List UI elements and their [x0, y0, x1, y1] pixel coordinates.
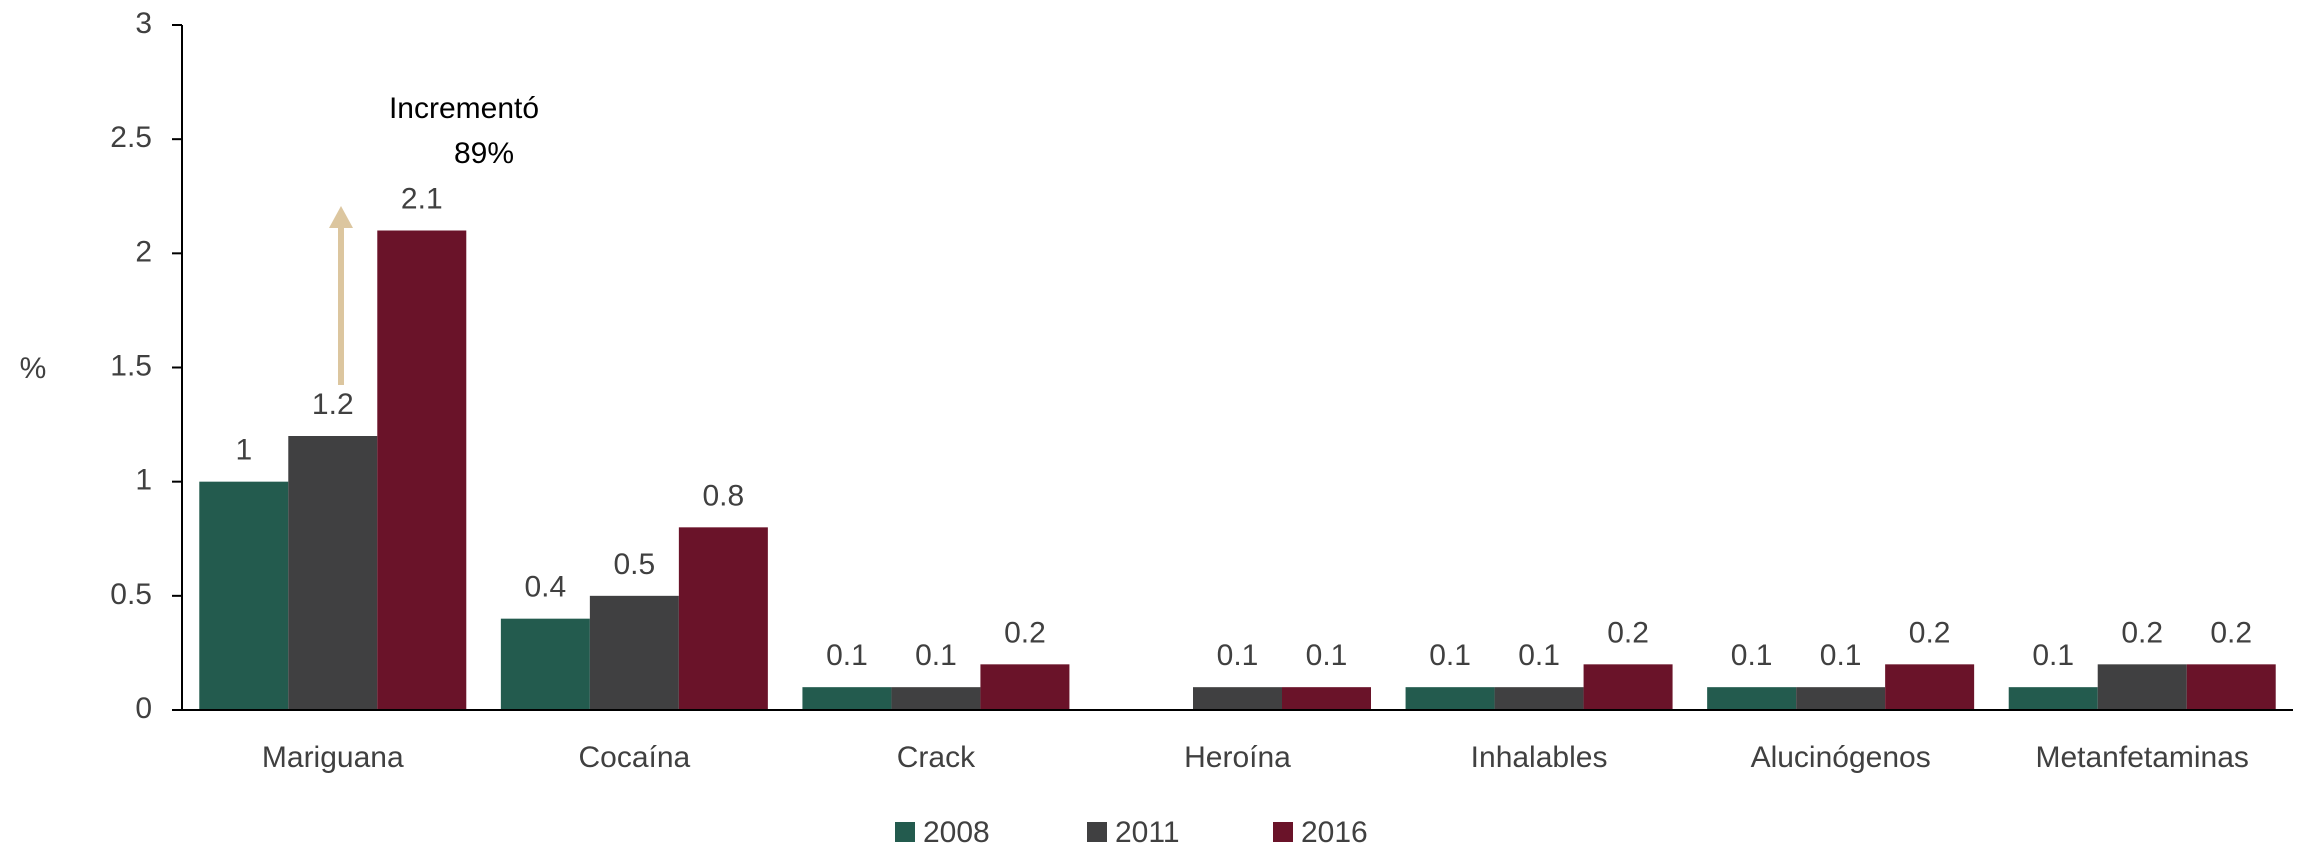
x-tick-label: Alucinógenos — [1751, 741, 1931, 774]
value-label: 0.1 — [1429, 639, 1471, 672]
value-label: 0.1 — [1731, 639, 1773, 672]
value-label: 0.1 — [915, 639, 957, 672]
y-tick-label: 2.5 — [110, 121, 152, 154]
legend-label: 2016 — [1301, 816, 1368, 849]
y-axis-label: % — [20, 352, 47, 385]
bar — [2008, 687, 2098, 710]
bar — [2097, 664, 2187, 710]
legend-label: 2011 — [1115, 816, 1180, 849]
bar — [288, 436, 378, 710]
value-label: 0.1 — [2032, 639, 2074, 672]
bar — [1583, 664, 1673, 710]
annotation: 89% — [454, 137, 514, 170]
value-label: 0.1 — [1820, 639, 1862, 672]
value-label: 0.8 — [702, 479, 744, 512]
value-label: 0.1 — [1217, 639, 1259, 672]
bar — [1282, 687, 1371, 710]
value-label: 0.2 — [1607, 616, 1649, 649]
y-tick-label: 0 — [135, 692, 152, 725]
value-label: 0.1 — [1518, 639, 1560, 672]
legend-label: 2008 — [923, 816, 990, 849]
value-label: 0.1 — [1306, 639, 1348, 672]
x-tick-label: Crack — [897, 741, 976, 774]
bar — [2186, 664, 2276, 710]
bar — [1796, 687, 1886, 710]
value-label: 0.2 — [2121, 616, 2163, 649]
y-tick-label: 0.5 — [110, 578, 152, 611]
value-label: 1.2 — [312, 388, 354, 421]
bar — [500, 618, 590, 710]
value-label: 0.2 — [2210, 616, 2252, 649]
y-tick-label: 1.5 — [110, 349, 152, 382]
bar — [1405, 687, 1495, 710]
bar — [1494, 687, 1584, 710]
legend-swatch — [1087, 822, 1107, 842]
y-tick-label: 1 — [135, 464, 152, 497]
value-label: 2.1 — [401, 182, 443, 215]
legend-swatch — [895, 822, 915, 842]
y-tick-label: 2 — [135, 235, 152, 268]
legend-swatch — [1273, 822, 1293, 842]
bar — [199, 481, 289, 710]
bar — [1885, 664, 1975, 710]
value-label: 1 — [235, 434, 252, 467]
y-tick-label: 3 — [135, 7, 152, 40]
value-label: 0.1 — [826, 639, 868, 672]
bar — [1707, 687, 1797, 710]
bar — [377, 230, 467, 710]
x-tick-label: Metanfetaminas — [2035, 741, 2248, 774]
x-tick-label: Heroína — [1184, 741, 1291, 774]
bar — [980, 664, 1070, 710]
value-label: 0.5 — [613, 548, 655, 581]
x-tick-label: Mariguana — [262, 741, 404, 774]
bar — [589, 595, 679, 710]
x-tick-label: Cocaína — [578, 741, 690, 774]
bar — [678, 527, 768, 710]
value-label: 0.4 — [524, 571, 566, 604]
arrow-head — [329, 206, 353, 228]
value-label: 0.2 — [1004, 616, 1046, 649]
annotation: Incrementó — [389, 92, 539, 125]
value-label: 0.2 — [1909, 616, 1951, 649]
bar — [891, 687, 981, 710]
bar — [1193, 687, 1282, 710]
bar — [802, 687, 892, 710]
x-tick-label: Inhalables — [1471, 741, 1608, 774]
